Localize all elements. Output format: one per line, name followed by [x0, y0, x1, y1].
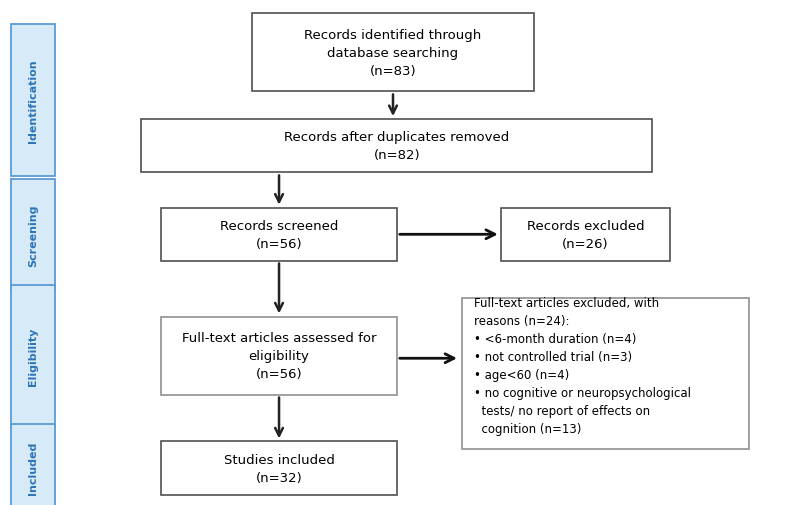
FancyBboxPatch shape [501, 208, 670, 262]
Text: Identification: Identification [28, 59, 38, 143]
FancyBboxPatch shape [161, 208, 397, 262]
FancyBboxPatch shape [12, 25, 55, 177]
Text: Records excluded
(n=26): Records excluded (n=26) [527, 219, 645, 250]
FancyBboxPatch shape [12, 179, 55, 290]
Text: Records after duplicates removed
(n=82): Records after duplicates removed (n=82) [285, 131, 509, 162]
FancyBboxPatch shape [12, 285, 55, 427]
Text: Full-text articles assessed for
eligibility
(n=56): Full-text articles assessed for eligibil… [182, 332, 376, 380]
Text: Records screened
(n=56): Records screened (n=56) [220, 219, 338, 250]
FancyBboxPatch shape [141, 120, 652, 173]
Text: Screening: Screening [28, 204, 38, 266]
Text: Included: Included [28, 440, 38, 494]
Text: Studies included
(n=32): Studies included (n=32) [223, 452, 335, 484]
FancyBboxPatch shape [462, 298, 748, 449]
FancyBboxPatch shape [161, 317, 397, 395]
Text: Eligibility: Eligibility [28, 327, 38, 385]
FancyBboxPatch shape [12, 424, 55, 505]
Text: Full-text articles excluded, with
reasons (n=24):
• <6-month duration (n=4)
• no: Full-text articles excluded, with reason… [474, 297, 691, 435]
FancyBboxPatch shape [252, 14, 534, 92]
FancyBboxPatch shape [161, 441, 397, 495]
Text: Records identified through
database searching
(n=83): Records identified through database sear… [304, 29, 482, 77]
